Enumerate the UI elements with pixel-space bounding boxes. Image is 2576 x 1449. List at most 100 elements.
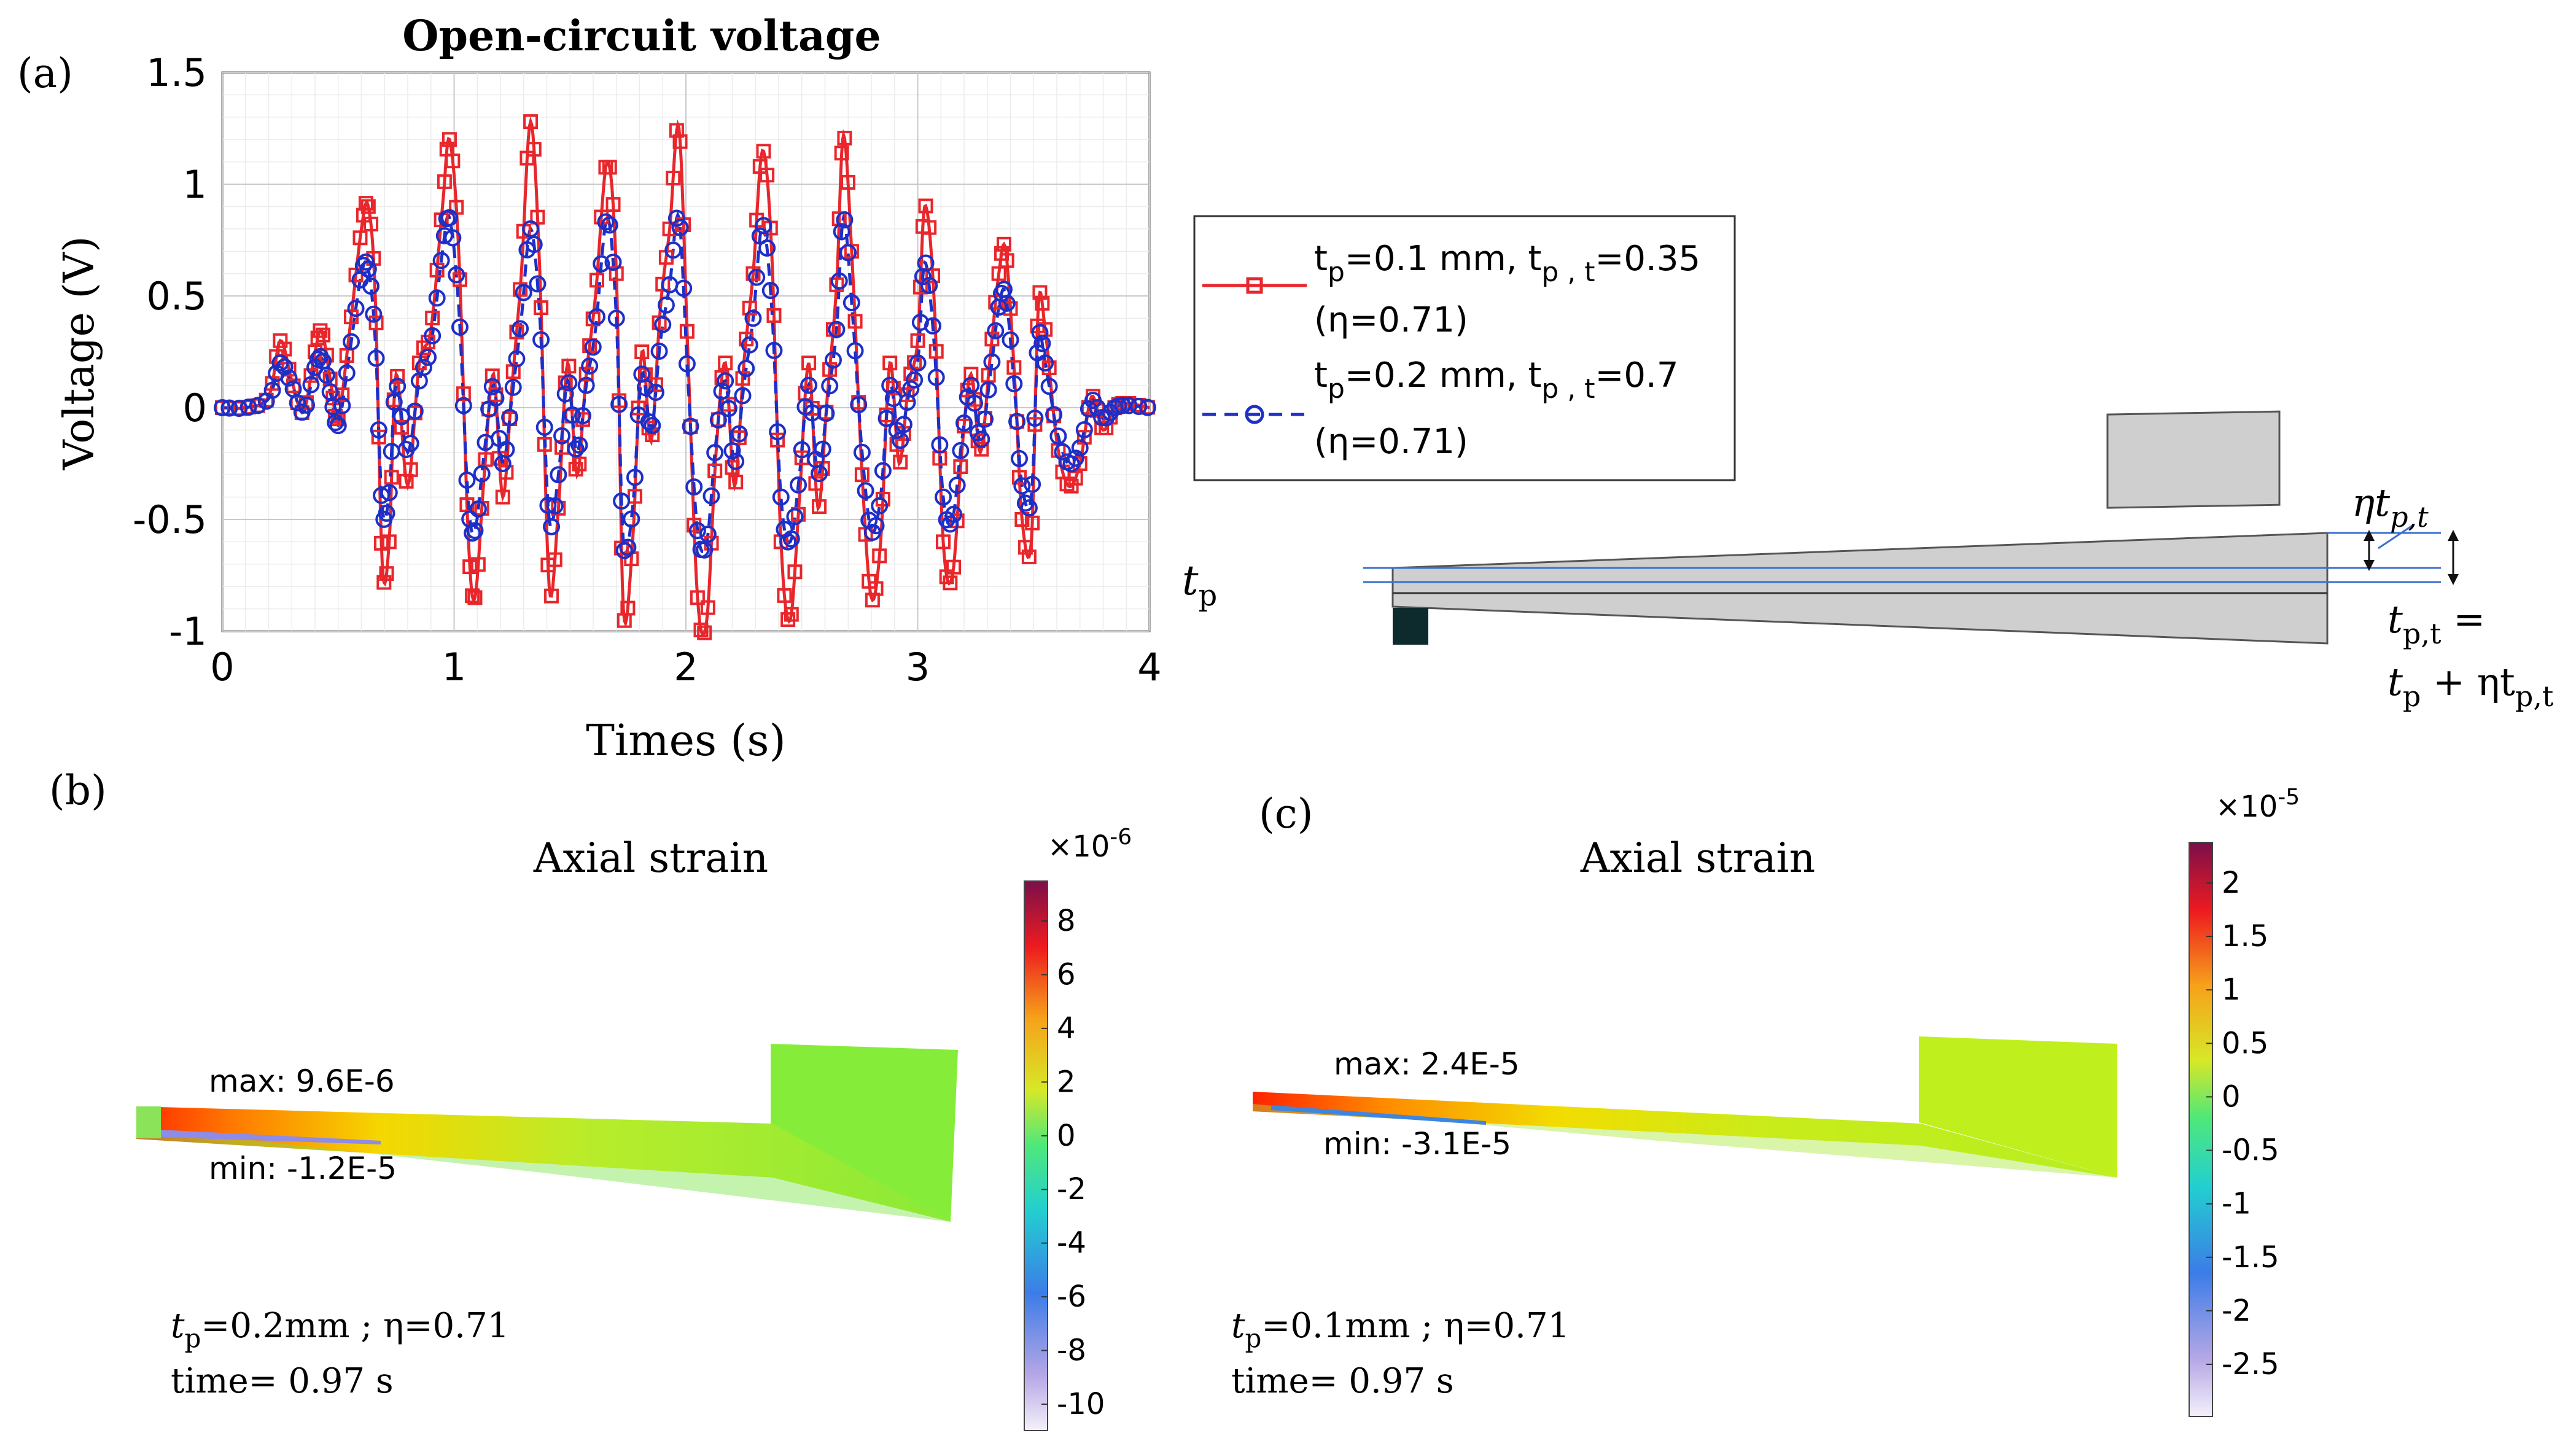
marker-circle [619,538,637,556]
marker-square [1003,301,1018,316]
eta-pointer [2378,524,2414,550]
marker-square [812,499,827,515]
strain-c-info-2: time= 0.97 s [1231,1361,1454,1401]
marker-circle [688,522,706,540]
marker-circle [644,417,661,435]
marker-circle [1045,406,1063,424]
marker-circle [402,435,419,453]
marker-square [1012,470,1027,485]
marker-square [1014,512,1030,527]
marker-square [1064,478,1079,494]
marker-circle [817,405,835,422]
marker-circle [857,482,874,500]
major-grid [222,72,1150,632]
marker-square [690,590,705,605]
marker-circle [525,236,543,254]
marker-circle [685,478,703,496]
marker-square [777,588,792,603]
marker-circle [706,444,724,462]
marker-circle [367,349,385,367]
marker-square [478,452,493,467]
marker-circle [1016,494,1034,512]
marker-circle [755,217,772,235]
marker-square [523,114,539,130]
marker-square [707,463,723,478]
colorbar-tick-label: 8 [1057,904,1076,938]
marker-square [787,564,803,580]
marker-square [277,341,292,357]
marker-circle [626,468,644,486]
marker-square [437,174,452,189]
legend-text-1-line1: tp=0.1 mm, tp , t=0.35 [1314,239,1700,288]
marker-circle [640,413,658,431]
marker-square [374,535,389,551]
marker-circle [769,423,787,441]
marker-circle [623,510,640,528]
x-tick-label: 3 [906,645,930,690]
marker-circle [466,522,484,540]
marker-square [791,507,806,522]
marker-circle [871,497,889,515]
marker-square [742,300,757,316]
marker-square [1035,295,1050,311]
marker-circle [744,309,762,327]
marker-square [403,462,418,477]
tapered-beam [1391,532,2329,645]
marker-circle [657,296,675,314]
marker-circle [385,393,403,411]
marker-circle [924,317,942,335]
strain-b-root [136,1106,161,1138]
colorbar-tick-label: -4 [1057,1226,1086,1261]
marker-square [499,465,514,480]
marker-square [928,344,944,359]
strain-panel-b: Axial strain max: 9.6E-6 min: -1.2E-5 tp… [136,825,1132,1431]
marker-circle [917,254,935,272]
marker-square [368,315,384,330]
marker-circle [734,387,752,405]
marker-square [841,175,856,190]
marker-circle [765,341,783,359]
marker-square [376,575,392,590]
x-tick-label: 1 [442,645,466,690]
marker-circle [846,342,864,360]
marker-circle [333,397,351,414]
marker-square [953,459,968,475]
marker-square [912,279,928,295]
strain-b-info-2: time= 0.97 s [171,1361,394,1401]
marker-square [893,454,908,470]
strain-b-colorbar [1024,880,1048,1431]
strain-c-compression-band [1271,1105,1486,1125]
marker-circle [435,227,453,244]
marker-circle [877,410,895,427]
marker-circle [214,399,231,416]
colorbar-tick-label: 4 [1057,1011,1076,1046]
y-tick-label: 0 [183,386,207,430]
legend-marker-circle [1245,405,1264,424]
marker-circle [1037,354,1054,372]
marker-circle [230,400,248,418]
colorbar-tick-label: 1 [2222,973,2241,1007]
marker-square [602,160,617,175]
marker-circle [487,389,505,407]
marker-square [745,266,761,281]
marker-circle [280,369,298,387]
marker-circle [532,331,550,349]
marker-circle [758,239,776,257]
marker-circle [906,371,924,389]
marker-circle [473,465,491,483]
colorbar-tick-label: -0.5 [2222,1133,2279,1168]
marker-circle [647,383,664,401]
x-tick-labels: 0 1 2 3 4 [210,645,1161,690]
marker-square [381,534,397,550]
marker-circle [678,355,696,373]
marker-square [847,314,863,329]
strain-b-min: min: -1.2E-5 [209,1151,397,1186]
marker-circle [1138,398,1156,416]
marker-circle [976,410,994,428]
marker-circle [636,379,654,397]
marker-circle [675,279,693,297]
marker-square [700,600,715,615]
marker-square [718,355,733,371]
strain-c-mass [1919,1036,2117,1178]
